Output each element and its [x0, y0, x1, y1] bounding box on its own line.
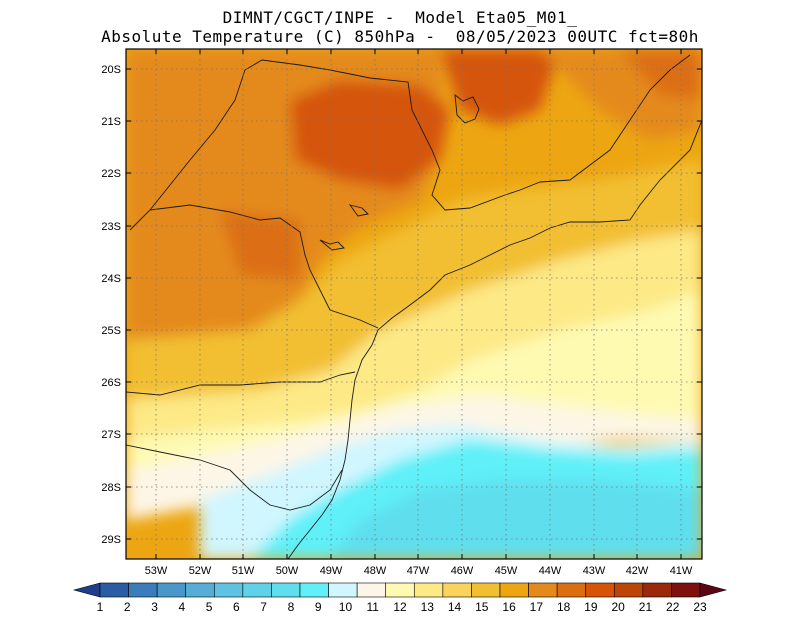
colorbar-swatch — [585, 582, 615, 598]
lake-outline — [319, 94, 480, 251]
lon-label: 52W — [189, 565, 212, 577]
axis-ticks — [126, 49, 702, 559]
colorbar-swatch — [499, 582, 529, 598]
lon-label: 51W — [232, 565, 255, 577]
colorbar-swatch — [356, 582, 387, 598]
lon-label: 48W — [364, 565, 387, 577]
colorbar-swatch — [271, 582, 301, 598]
colorbar-label: 11 — [366, 600, 379, 614]
colorbar-swatch — [328, 582, 358, 598]
colorbar-swatch — [128, 582, 158, 598]
colorbar-swatch — [442, 582, 472, 598]
lon-label: 47W — [407, 565, 430, 577]
colorbar-label: 20 — [612, 600, 626, 614]
colorbar-swatch — [99, 582, 129, 598]
colorbar-swatch — [471, 582, 501, 598]
colorbar-label: 13 — [421, 600, 435, 614]
colorbar-label: 7 — [260, 600, 267, 614]
map-title-line1: DIMNT/CGCT/INPE - Model Eta05_M01_ — [222, 8, 578, 27]
colorbar-swatch — [556, 582, 587, 598]
map-frame — [125, 48, 703, 560]
colorbar-swatch — [72, 582, 101, 598]
lat-axis: 20S 21S 22S 23S 24S 25S 26S 27S 28S 29S — [101, 64, 121, 546]
state-border-pr-sc — [126, 371, 356, 396]
colorbar-label: 12 — [393, 600, 407, 614]
graticule — [126, 49, 702, 559]
colorbar-label: 6 — [233, 600, 240, 614]
colorbar-swatch — [185, 582, 215, 598]
state-border-ms — [129, 69, 246, 231]
colorbar-swatch — [671, 582, 701, 598]
colorbar-label: 5 — [206, 600, 213, 614]
colorbar-swatch — [385, 582, 415, 598]
colorbar-label: 16 — [502, 600, 516, 614]
colorbar-swatch — [528, 582, 558, 598]
state-border-rj-es — [539, 54, 691, 183]
lat-label: 26S — [101, 377, 121, 389]
colorbar-label: 10 — [339, 600, 353, 614]
lon-label: 53W — [145, 565, 168, 577]
colorbar-label: 1 — [97, 600, 104, 614]
colorbar-label: 3 — [151, 600, 158, 614]
colorbar-swatch — [699, 582, 728, 598]
colorbar-swatch — [242, 582, 272, 598]
lat-label: 20S — [101, 64, 121, 76]
colorbar-label: 2 — [124, 600, 131, 614]
lon-label: 49W — [320, 565, 343, 577]
lon-label: 42W — [626, 565, 649, 577]
state-border-sc-rs — [126, 444, 343, 511]
lat-label: 27S — [101, 429, 121, 441]
map-borders — [126, 54, 702, 559]
lon-axis: 53W 52W 51W 50W 49W 48W 47W 46W 45W 44W … — [145, 565, 693, 577]
state-border-sp-pr — [149, 204, 379, 329]
temperature-field — [126, 49, 702, 559]
state-border-mg-sp — [244, 59, 541, 211]
colorbar-label: 4 — [178, 600, 185, 614]
colorbar-label: 18 — [557, 600, 571, 614]
colorbar-label: 22 — [666, 600, 680, 614]
coastline — [287, 119, 702, 559]
colorbar-label: 15 — [475, 600, 489, 614]
lat-label: 22S — [101, 168, 121, 180]
colorbar: 1 2 3 4 5 6 7 8 9 10 11 12 13 14 15 16 17 18 19 20 21 22 23 — [72, 582, 728, 614]
colorbar-swatch — [642, 582, 672, 598]
lon-label: 46W — [451, 565, 474, 577]
lat-label: 21S — [101, 116, 121, 128]
map-title-line2: Absolute Temperature (C) 850hPa - 08/05/… — [101, 27, 699, 46]
colorbar-label: 14 — [448, 600, 462, 614]
lat-label: 29S — [101, 534, 121, 546]
lon-label: 43W — [583, 565, 606, 577]
colorbar-label: 17 — [530, 600, 544, 614]
lon-label: 41W — [670, 565, 693, 577]
lat-label: 24S — [101, 273, 121, 285]
lat-label: 28S — [101, 482, 121, 494]
colorbar-swatch — [213, 582, 244, 598]
lat-label: 23S — [101, 221, 121, 233]
colorbar-swatch — [413, 582, 444, 598]
lon-label: 44W — [539, 565, 562, 577]
colorbar-swatch — [299, 582, 329, 598]
colorbar-label: 23 — [693, 600, 707, 614]
colorbar-label: 9 — [315, 600, 322, 614]
colorbar-swatch — [613, 582, 644, 598]
lat-label: 25S — [101, 325, 121, 337]
colorbar-label: 19 — [584, 600, 598, 614]
lon-label: 45W — [495, 565, 518, 577]
colorbar-label: 8 — [288, 600, 295, 614]
colorbar-swatch — [156, 582, 187, 598]
colorbar-label: 21 — [639, 600, 653, 614]
lon-label: 50W — [276, 565, 299, 577]
